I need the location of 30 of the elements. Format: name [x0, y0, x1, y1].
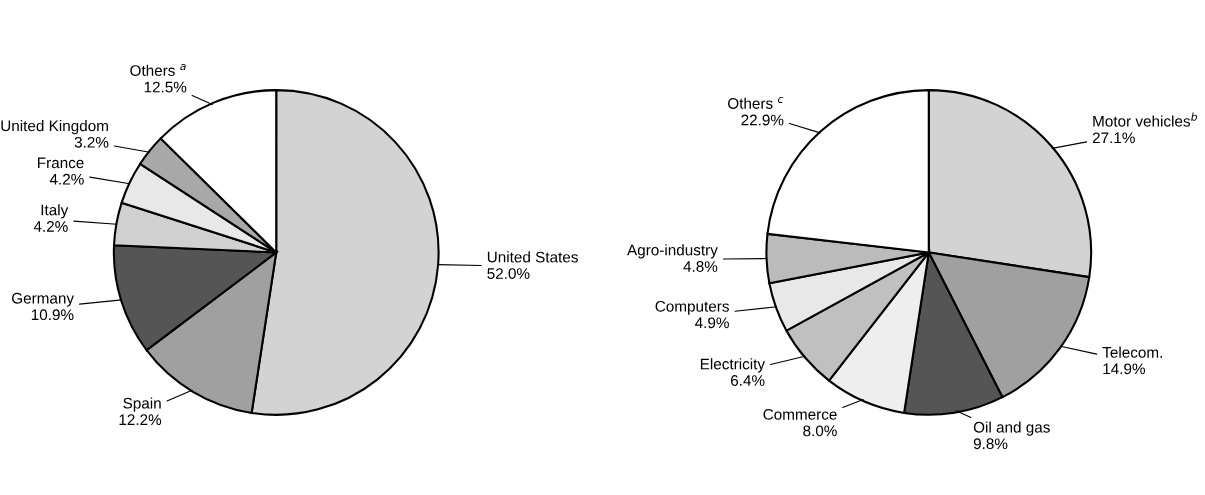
data-label: 52.0% — [487, 268, 530, 279]
data-label: 6.4% — [731, 375, 765, 386]
data-label: 10.9% — [31, 309, 74, 321]
data-label: 9.8% — [973, 438, 1008, 450]
slice-label: France — [38, 157, 84, 169]
slice-label: Oil and gas — [973, 421, 1050, 436]
slice-label: Others $^{c}$ — [728, 96, 784, 109]
slice-label: United States — [487, 251, 578, 263]
data-label: 27.1% — [1092, 132, 1135, 144]
data-label: 4.9% — [695, 317, 729, 329]
slice-label: Spain — [123, 397, 161, 412]
slice-label: Agro-industry — [627, 244, 718, 259]
data-label: 3.2% — [74, 136, 109, 148]
slice-label: Computers — [655, 300, 729, 315]
data-label: 22.9% — [741, 114, 784, 126]
slice-label: Commerce — [763, 408, 837, 420]
data-label: 4.2% — [33, 221, 68, 232]
slice-label: Electricity — [700, 358, 766, 373]
data-label: 4.2% — [49, 173, 84, 185]
data-label: 8.0% — [803, 425, 837, 437]
slice-label: United Kingdom — [1, 120, 108, 135]
data-label: 4.8% — [683, 261, 718, 272]
data-label: 14.9% — [1103, 363, 1146, 375]
slice-label: Telecom. — [1102, 346, 1162, 358]
data-label: 12.5% — [144, 81, 187, 93]
slice-label: Italy — [41, 204, 69, 219]
slice-label: Others $^{a}$ — [130, 63, 186, 76]
data-label: 12.2% — [119, 414, 162, 426]
slice-label: Germany — [12, 292, 75, 307]
slice-label: Motor vehicles$^{b}$ — [1093, 112, 1198, 127]
